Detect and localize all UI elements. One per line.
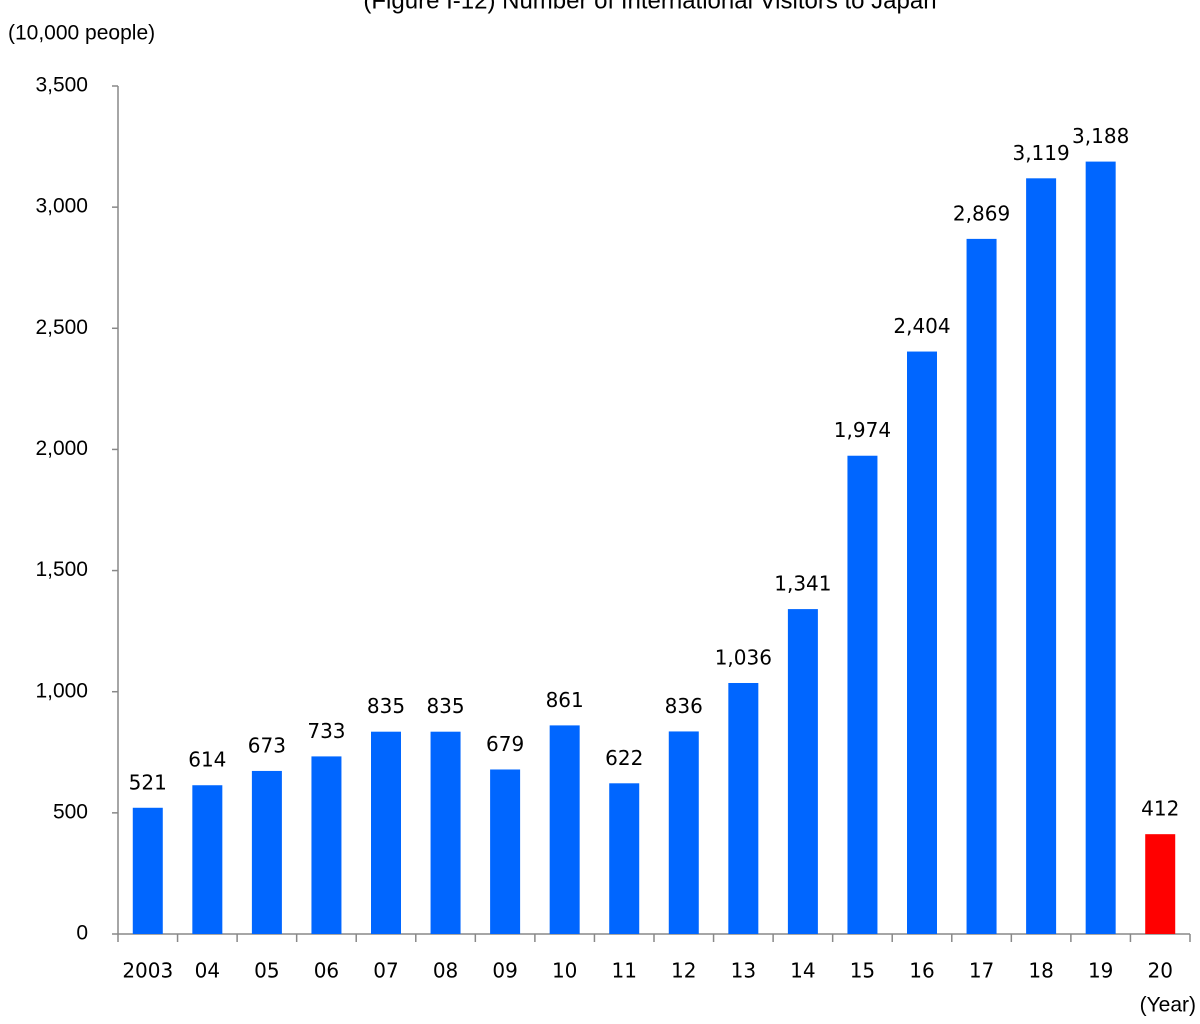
x-tick-label: 05 — [254, 959, 279, 983]
bar — [847, 455, 878, 934]
y-axis-label: (10,000 people) — [8, 22, 155, 45]
x-tick-label: 08 — [433, 959, 458, 983]
y-tick-label: 2,000 — [35, 437, 88, 460]
x-tick-label: 18 — [1028, 959, 1053, 983]
bar — [132, 807, 163, 934]
bar — [907, 351, 937, 934]
bar — [251, 770, 282, 934]
data-label: 673 — [248, 733, 286, 757]
bar — [311, 756, 342, 934]
y-tick-label: 1,500 — [35, 558, 88, 581]
x-tick-label: 20 — [1147, 959, 1172, 983]
bar — [668, 731, 699, 934]
bar — [192, 785, 223, 934]
bar — [966, 238, 997, 935]
data-label: 2,404 — [893, 314, 950, 338]
data-label: 861 — [546, 688, 584, 712]
data-label: 622 — [605, 746, 643, 770]
bar — [1085, 161, 1116, 934]
data-label: 1,341 — [774, 572, 831, 596]
y-tick-label: 2,500 — [35, 316, 88, 339]
x-tick-label: 11 — [611, 959, 636, 983]
data-label: 835 — [367, 694, 405, 718]
data-label: 1,974 — [834, 418, 891, 442]
data-label: 835 — [426, 694, 464, 718]
data-label: 679 — [486, 732, 524, 756]
data-label: 733 — [307, 719, 345, 743]
bar — [1145, 834, 1176, 934]
bar — [371, 731, 401, 934]
bar — [490, 769, 521, 934]
data-label: 836 — [665, 694, 703, 718]
bar — [430, 731, 461, 934]
bar — [549, 725, 580, 934]
y-tick-label: 3,000 — [35, 195, 88, 218]
data-label: 521 — [129, 770, 167, 794]
data-label: 2,869 — [953, 201, 1010, 225]
x-tick-label: 09 — [492, 959, 517, 983]
x-tick-label: 06 — [314, 959, 339, 983]
x-tick-label: 15 — [850, 959, 875, 983]
bar — [609, 783, 640, 934]
x-tick-label: 07 — [373, 959, 398, 983]
bar — [1026, 178, 1057, 934]
bar — [787, 609, 818, 934]
x-tick-label: 12 — [671, 959, 696, 983]
data-label: 412 — [1141, 797, 1179, 821]
data-label: 3,188 — [1072, 124, 1129, 148]
x-tick-label: 13 — [731, 959, 756, 983]
y-tick-label: 500 — [53, 800, 88, 823]
data-label: 3,119 — [1012, 141, 1069, 165]
chart-title: (Figure I-12) Number of International Vi… — [363, 0, 936, 14]
x-tick-label: 16 — [909, 959, 934, 983]
x-tick-label: 04 — [195, 959, 220, 983]
data-label: 1,036 — [715, 645, 772, 669]
y-tick-label: 3,500 — [35, 74, 88, 97]
x-tick-label: 19 — [1088, 959, 1113, 983]
y-tick-label: 1,000 — [35, 679, 88, 702]
y-tick-label: 0 — [76, 922, 88, 945]
x-tick-label: 10 — [552, 959, 577, 983]
x-tick-label: 17 — [969, 959, 994, 983]
x-axis-label: (Year) — [1140, 994, 1196, 1017]
bar — [728, 682, 759, 934]
data-label: 614 — [188, 748, 226, 772]
x-tick-label: 14 — [790, 959, 815, 983]
x-tick-label: 2003 — [122, 959, 173, 983]
